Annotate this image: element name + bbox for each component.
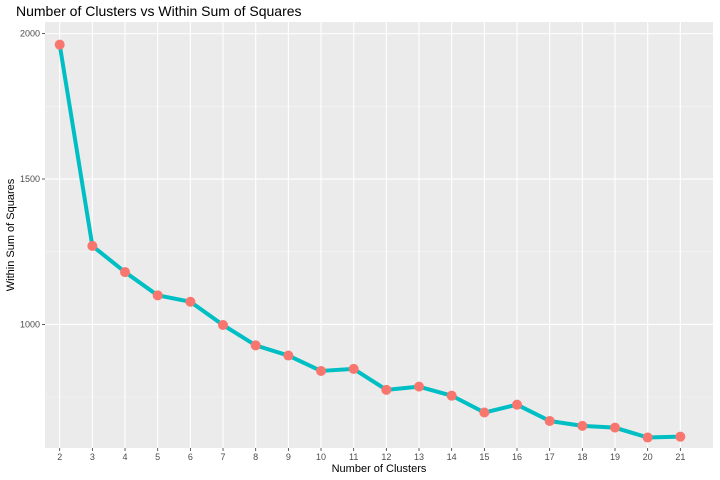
x-tick-label: 17 xyxy=(545,452,555,462)
y-tick-label: 2000 xyxy=(20,29,40,39)
data-point xyxy=(54,39,65,50)
data-point xyxy=(152,290,163,301)
x-tick-label: 3 xyxy=(90,452,95,462)
x-axis-title: Number of Clusters xyxy=(332,463,427,475)
data-point xyxy=(185,296,196,307)
x-tick-label: 6 xyxy=(188,452,193,462)
x-tick-label: 11 xyxy=(349,452,358,462)
data-point xyxy=(577,420,588,431)
x-tick-label: 8 xyxy=(253,452,258,462)
data-point xyxy=(446,390,457,401)
data-point xyxy=(283,350,294,361)
data-point xyxy=(512,399,523,410)
x-tick-label: 5 xyxy=(155,452,160,462)
x-tick-label: 19 xyxy=(610,452,620,462)
data-point xyxy=(414,381,425,392)
data-point xyxy=(218,319,229,330)
x-tick-label: 12 xyxy=(381,452,391,462)
series-points xyxy=(54,39,686,443)
data-point xyxy=(675,431,686,442)
data-point xyxy=(381,384,392,395)
x-tick-label: 13 xyxy=(414,452,424,462)
data-point xyxy=(316,365,327,376)
series-line xyxy=(57,42,683,440)
y-tick-label: 1000 xyxy=(20,319,40,329)
x-tick-label: 15 xyxy=(479,452,489,462)
grid xyxy=(45,22,713,448)
x-axis: 2 3 4 5 6 7 8 9 10 11 12 13 14 15 16 17 18 19 20 21 xyxy=(57,448,685,462)
x-tick-label: 14 xyxy=(447,452,457,462)
y-tick-label: 1500 xyxy=(20,174,40,184)
data-point xyxy=(348,363,359,374)
x-tick-label: 20 xyxy=(643,452,653,462)
chart-title: Number of Clusters vs Within Sum of Squa… xyxy=(16,3,302,19)
data-point xyxy=(120,267,131,278)
x-tick-label: 4 xyxy=(123,452,128,462)
series-line-path xyxy=(57,42,683,440)
data-point xyxy=(479,407,490,418)
data-point xyxy=(250,340,261,351)
data-point xyxy=(544,415,555,426)
x-tick-label: 2 xyxy=(57,452,62,462)
x-tick-label: 10 xyxy=(316,452,326,462)
data-point xyxy=(642,432,653,443)
data-point xyxy=(610,422,621,433)
x-tick-label: 21 xyxy=(675,452,685,462)
y-axis-title: Within Sum of Squares xyxy=(5,178,17,291)
x-tick-label: 16 xyxy=(512,452,522,462)
x-tick-label: 18 xyxy=(577,452,587,462)
x-tick-label: 9 xyxy=(286,452,291,462)
plot-panel xyxy=(45,22,713,448)
data-point xyxy=(87,240,98,251)
x-tick-label: 7 xyxy=(221,452,226,462)
y-axis: 1000 1500 2000 xyxy=(20,29,45,329)
